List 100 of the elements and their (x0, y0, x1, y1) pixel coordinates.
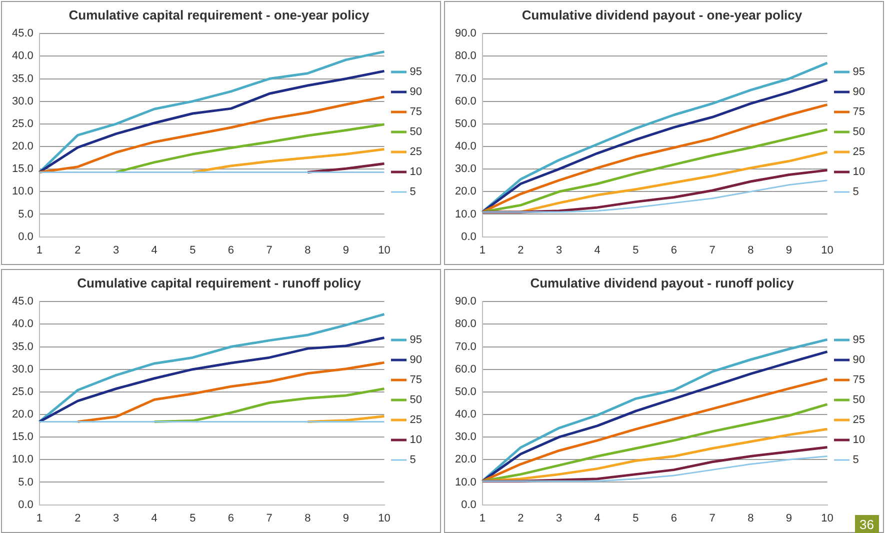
x-tick-label: 5 (190, 244, 196, 256)
x-tick-label: 2 (74, 244, 81, 256)
y-tick-label: 40.0 (12, 318, 34, 330)
y-tick-label: 70.0 (454, 340, 476, 353)
y-tick-label: 5.0 (18, 208, 34, 220)
legend-label: 90 (410, 86, 422, 98)
y-tick-label: 10.0 (454, 208, 476, 220)
y-tick-label: 70.0 (454, 72, 476, 85)
y-tick-label: 0.0 (461, 230, 476, 243)
y-tick-label: 30.0 (454, 163, 476, 176)
x-tick-label: 3 (556, 512, 562, 524)
x-tick-label: 10 (821, 244, 834, 256)
y-tick-label: 0.0 (18, 498, 34, 511)
y-tick-label: 35.0 (12, 72, 34, 85)
legend-label: 10 (852, 166, 866, 178)
legend-label: 5 (852, 186, 859, 198)
legend-label: 10 (410, 434, 422, 446)
y-tick-label: 90.0 (454, 296, 476, 308)
y-tick-label: 60.0 (454, 95, 476, 108)
x-tick-label: 3 (112, 244, 120, 256)
chart-title: Cumulative capital requirement - one-year policy (68, 7, 370, 22)
y-tick-label: 40.0 (12, 50, 34, 62)
x-tick-label: 8 (748, 244, 754, 256)
x-tick-label: 7 (709, 512, 716, 524)
y-tick-label: 30.0 (454, 431, 476, 444)
legend-label: 75 (410, 106, 422, 118)
y-tick-label: 15.0 (12, 163, 34, 176)
x-tick-label: 5 (632, 244, 639, 256)
legend-label: 50 (410, 126, 422, 138)
y-tick-label: 35.0 (12, 340, 34, 353)
y-tick-label: 30.0 (12, 95, 34, 108)
y-tick-label: 60.0 (454, 363, 476, 376)
x-tick-label: 4 (594, 244, 600, 256)
legend-label: 90 (852, 354, 866, 366)
x-tick-label: 9 (342, 244, 350, 256)
y-tick-label: 10.0 (454, 476, 476, 488)
x-tick-label: 9 (786, 512, 792, 524)
x-tick-label: 1 (479, 244, 486, 256)
legend-label: 25 (852, 146, 866, 158)
chart-title: Cumulative dividend payout - one-year policy (522, 7, 803, 22)
x-tick-label: 10 (378, 512, 390, 524)
x-tick-label: 5 (632, 512, 639, 524)
x-tick-label: 4 (151, 512, 158, 524)
x-tick-label: 2 (518, 512, 524, 524)
x-tick-label: 10 (378, 244, 390, 256)
y-tick-label: 80.0 (454, 50, 476, 62)
x-tick-label: 6 (670, 244, 678, 256)
legend-label: 95 (410, 334, 422, 346)
x-tick-label: 1 (479, 512, 486, 524)
x-tick-label: 2 (518, 244, 524, 256)
legend-label: 50 (852, 126, 866, 138)
x-tick-label: 4 (594, 512, 600, 524)
chart-title: Cumulative capital requirement - runoff policy (77, 275, 362, 290)
y-tick-label: 25.0 (12, 386, 34, 398)
y-tick-label: 30.0 (12, 363, 34, 376)
y-tick-label: 80.0 (454, 318, 476, 330)
y-tick-label: 20.0 (12, 408, 34, 421)
y-tick-label: 40.0 (454, 140, 476, 153)
y-tick-label: 0.0 (18, 230, 34, 243)
legend-label: 25 (852, 414, 866, 426)
legend-label: 10 (410, 166, 422, 178)
y-tick-label: 20.0 (12, 140, 34, 153)
legend-label: 50 (410, 394, 422, 406)
legend-label: 50 (852, 394, 866, 406)
y-tick-label: 10.0 (12, 454, 34, 466)
legend-label: 95 (410, 66, 422, 78)
y-tick-label: 25.0 (12, 118, 34, 130)
x-tick-label: 9 (786, 244, 792, 256)
x-tick-label: 10 (821, 512, 834, 524)
x-tick-label: 6 (228, 512, 234, 524)
legend-label: 95 (852, 334, 866, 346)
legend-label: 90 (852, 86, 866, 98)
x-tick-label: 7 (709, 244, 716, 256)
legend-label: 25 (410, 414, 422, 426)
legend-label: 5 (852, 454, 859, 466)
x-tick-label: 8 (304, 512, 311, 524)
x-tick-label: 3 (556, 244, 562, 256)
y-tick-label: 20.0 (454, 186, 476, 198)
text: 36 (854, 515, 879, 533)
y-tick-label: 45.0 (12, 28, 34, 40)
x-tick-label: 8 (748, 512, 754, 524)
legend-label: 10 (852, 434, 866, 446)
y-tick-label: 20.0 (454, 454, 476, 466)
legend-label: 75 (410, 374, 422, 386)
x-tick-label: 4 (151, 244, 158, 256)
x-tick-label: 3 (112, 512, 120, 524)
x-tick-label: 2 (74, 512, 81, 524)
x-tick-label: 7 (266, 244, 272, 256)
y-tick-label: 90.0 (454, 28, 476, 40)
legend-label: 5 (410, 454, 416, 466)
y-tick-label: 5.0 (18, 476, 34, 488)
x-tick-label: 6 (228, 244, 234, 256)
legend-label: 25 (410, 146, 422, 158)
x-tick-label: 1 (36, 512, 42, 524)
y-tick-label: 15.0 (12, 431, 34, 444)
x-tick-label: 7 (266, 512, 272, 524)
legend-label: 95 (852, 66, 866, 78)
legend-label: 75 (852, 106, 866, 118)
y-tick-label: 45.0 (12, 296, 34, 308)
y-tick-label: 0.0 (461, 498, 476, 511)
